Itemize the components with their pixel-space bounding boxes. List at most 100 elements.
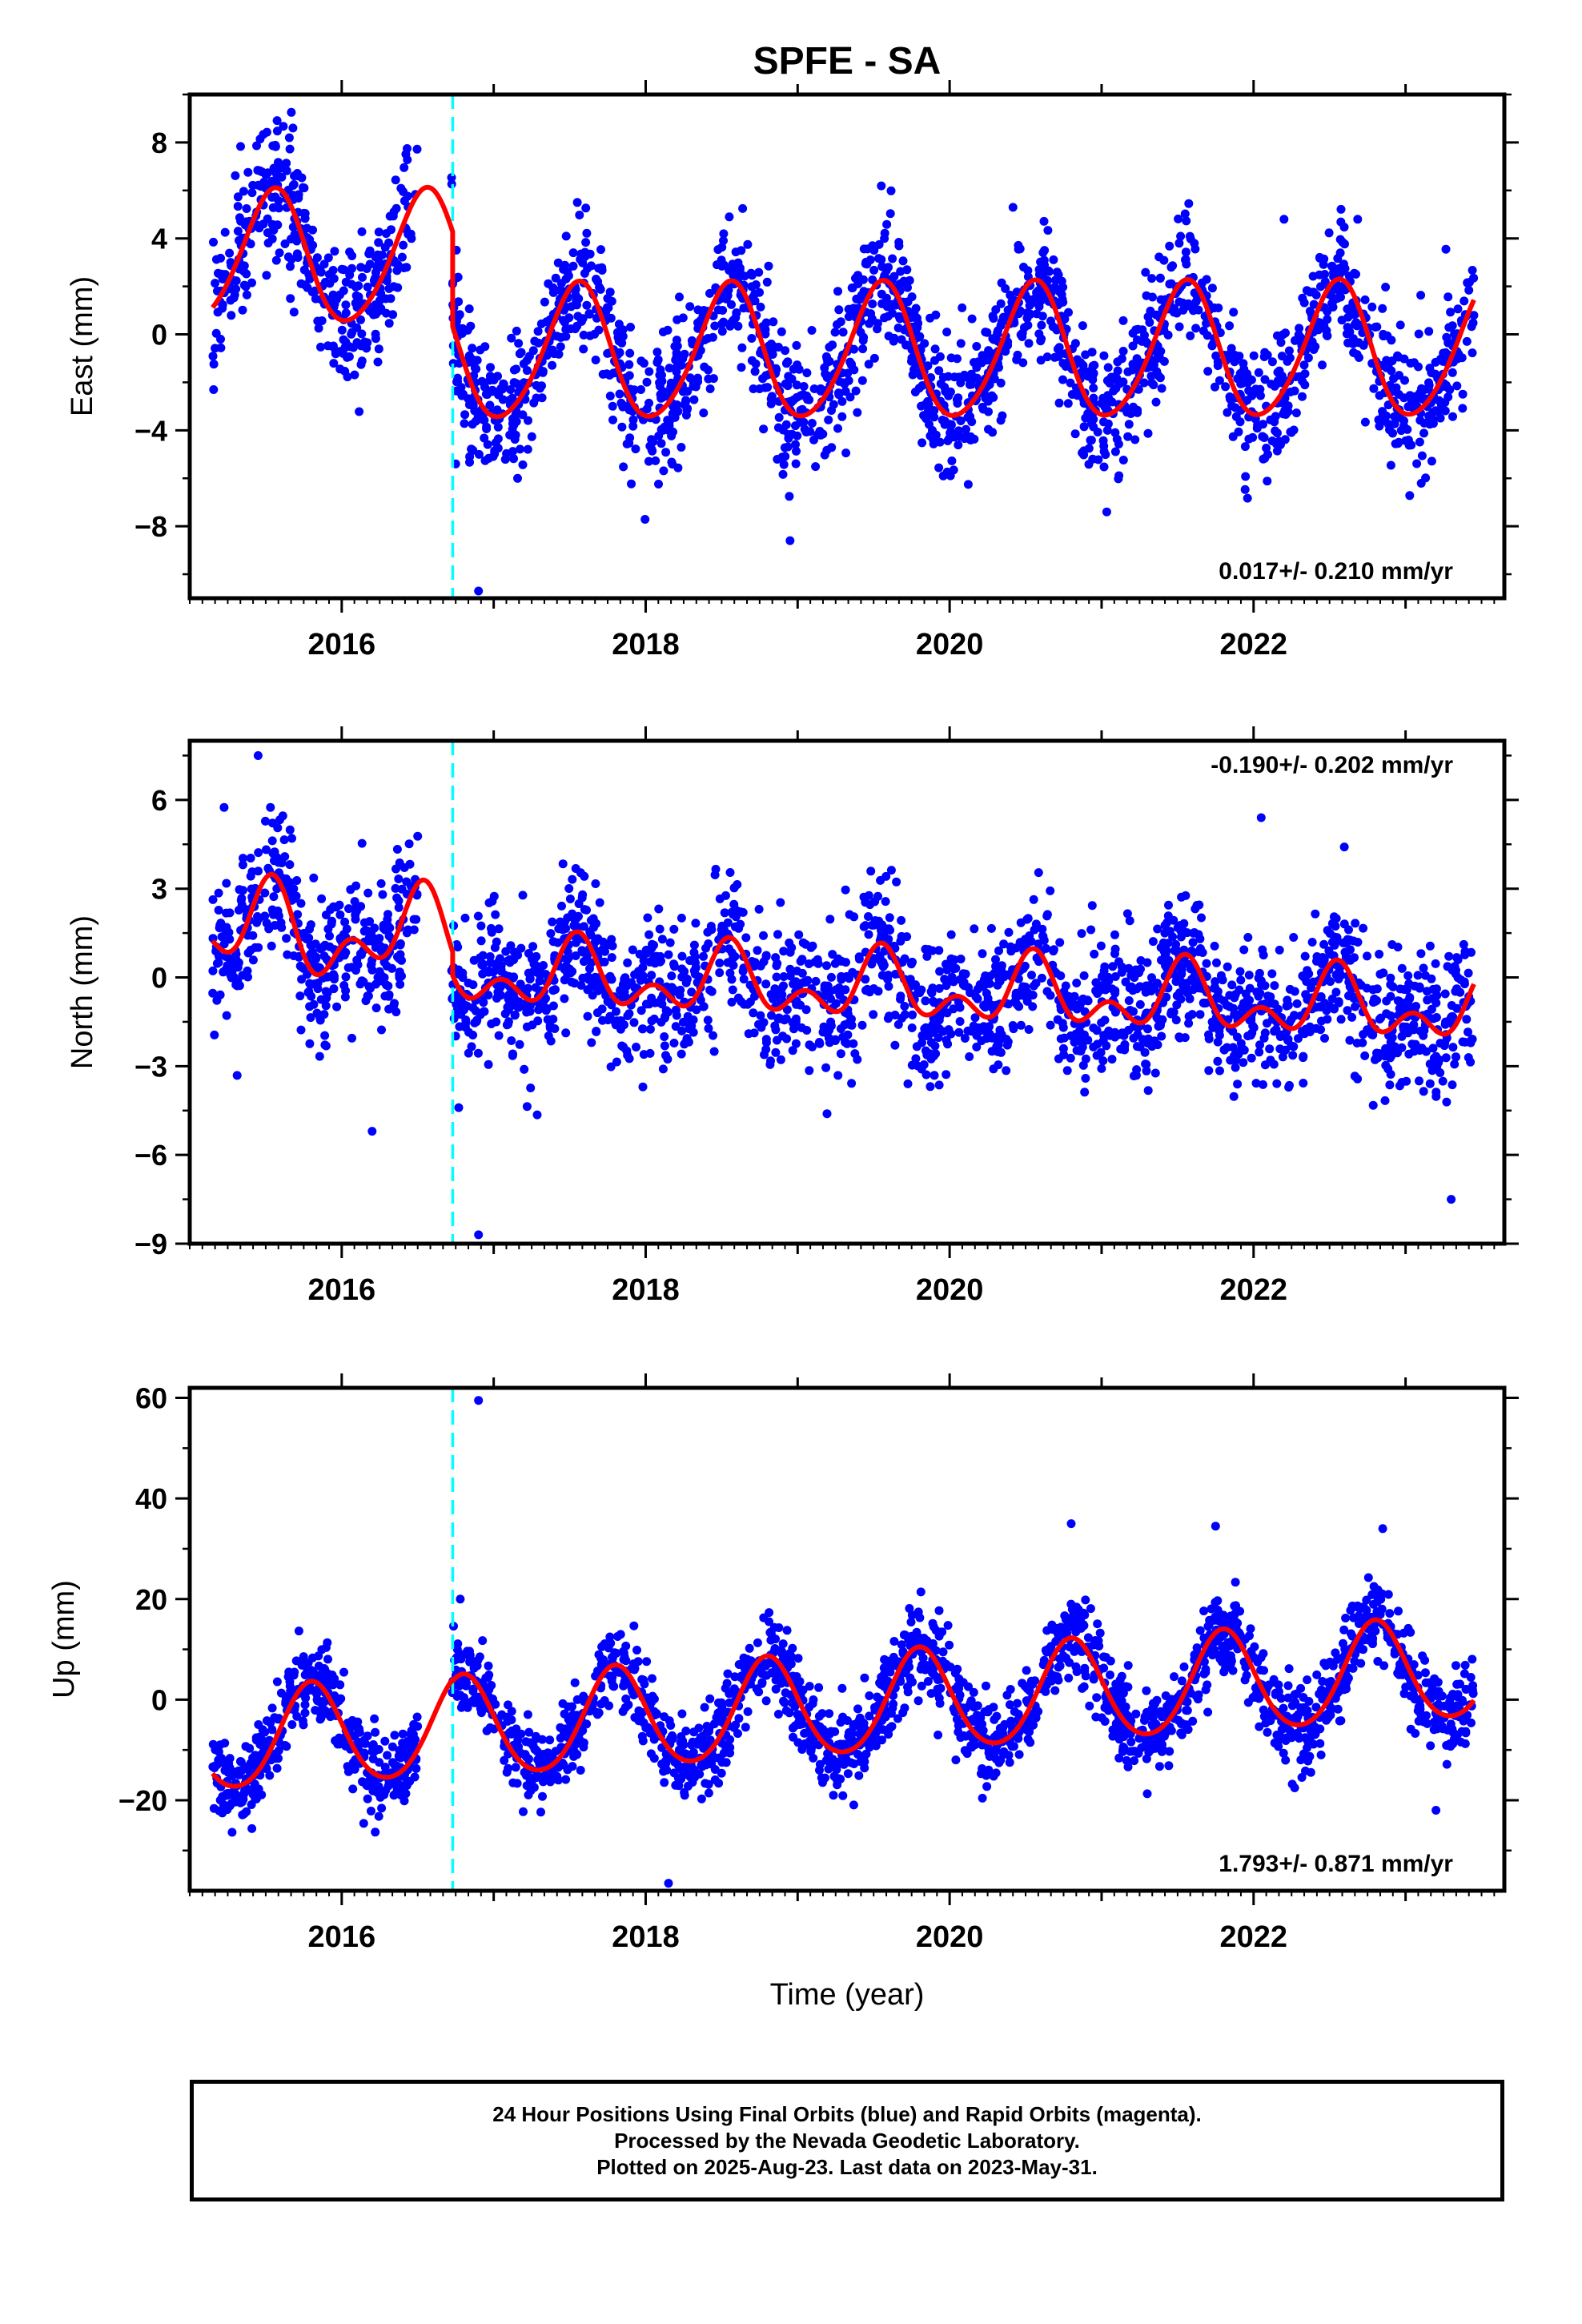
data-point	[616, 1016, 625, 1025]
data-point	[787, 374, 797, 384]
data-point	[670, 412, 680, 422]
data-point	[715, 959, 725, 967]
data-point	[413, 831, 423, 841]
data-point	[507, 1036, 516, 1045]
data-point	[1323, 315, 1332, 324]
data-point	[1038, 924, 1047, 934]
data-point	[724, 285, 733, 295]
data-point	[756, 302, 765, 312]
data-point	[211, 344, 220, 353]
data-point	[909, 308, 919, 318]
data-point	[1004, 927, 1014, 937]
data-point	[211, 279, 220, 288]
data-point	[1102, 425, 1112, 435]
data-point	[1123, 367, 1133, 376]
data-point	[494, 1031, 504, 1040]
data-point	[472, 1017, 481, 1027]
data-point	[1171, 1015, 1181, 1025]
data-point	[296, 1025, 306, 1035]
data-point	[469, 358, 478, 368]
data-point	[357, 329, 367, 339]
data-point	[1182, 259, 1191, 269]
data-point	[1393, 943, 1403, 952]
data-point	[1202, 275, 1211, 284]
data-point	[246, 871, 255, 881]
data-point	[663, 1055, 673, 1064]
data-point	[930, 406, 939, 416]
data-point	[1254, 368, 1263, 377]
data-point	[719, 229, 729, 239]
data-point	[778, 1031, 788, 1041]
data-point	[1329, 296, 1338, 306]
data-point	[794, 364, 804, 374]
data-point	[598, 369, 608, 379]
data-point	[1210, 304, 1219, 312]
data-point	[1371, 1053, 1381, 1062]
data-point	[1101, 985, 1110, 995]
data-point	[493, 444, 503, 453]
data-point	[685, 302, 695, 312]
data-point	[773, 343, 783, 352]
data-point	[554, 924, 564, 934]
data-point	[1405, 491, 1415, 501]
data-point	[484, 1059, 493, 1069]
data-point	[1359, 923, 1368, 933]
data-point	[680, 967, 689, 976]
data-point	[1046, 316, 1055, 326]
data-point	[1272, 1079, 1282, 1088]
data-point	[579, 330, 588, 340]
data-point	[1269, 1059, 1279, 1069]
data-point	[885, 913, 894, 923]
data-point	[584, 972, 593, 982]
data-point	[799, 417, 809, 427]
data-point	[568, 875, 577, 884]
data-point	[660, 1032, 669, 1041]
data-point	[1098, 972, 1106, 981]
data-point	[893, 1019, 903, 1029]
data-point	[263, 239, 273, 247]
data-point	[751, 359, 761, 368]
data-point	[1378, 304, 1387, 313]
data-point	[464, 979, 473, 987]
data-points	[208, 107, 1479, 596]
data-point	[1327, 919, 1337, 928]
data-point	[903, 297, 913, 307]
data-point	[1107, 1055, 1117, 1064]
data-point	[1331, 938, 1340, 947]
data-point	[351, 299, 360, 308]
data-point	[1275, 945, 1284, 955]
data-point	[642, 377, 652, 387]
data-point	[548, 1001, 558, 1011]
data-point	[1271, 439, 1281, 448]
data-point	[1265, 1044, 1275, 1054]
data-point	[1260, 981, 1270, 991]
data-point	[704, 1023, 713, 1033]
data-point	[595, 898, 604, 907]
x-tick-label: 2020	[916, 628, 984, 661]
data-point	[769, 317, 778, 327]
data-point	[783, 357, 793, 367]
data-point	[649, 940, 658, 950]
data-point	[1011, 991, 1021, 1001]
data-point	[618, 325, 628, 335]
data-point	[1142, 291, 1151, 300]
data-point	[293, 193, 303, 203]
data-point	[791, 1017, 801, 1027]
data-point	[996, 378, 1006, 388]
data-point	[1176, 231, 1186, 241]
data-point	[1367, 1030, 1376, 1039]
data-point	[1283, 1035, 1293, 1044]
data-point	[952, 395, 962, 404]
data-point	[533, 327, 543, 336]
data-point	[994, 1060, 1003, 1070]
data-point	[528, 346, 538, 356]
data-point	[491, 910, 500, 919]
data-point	[651, 456, 661, 465]
data-point	[1022, 308, 1032, 318]
data-point	[331, 347, 340, 356]
data-point	[709, 1047, 719, 1056]
data-point	[619, 1042, 628, 1051]
y-tick-label: −9	[135, 1228, 167, 1261]
data-point	[680, 1039, 689, 1049]
data-point	[528, 1020, 537, 1030]
